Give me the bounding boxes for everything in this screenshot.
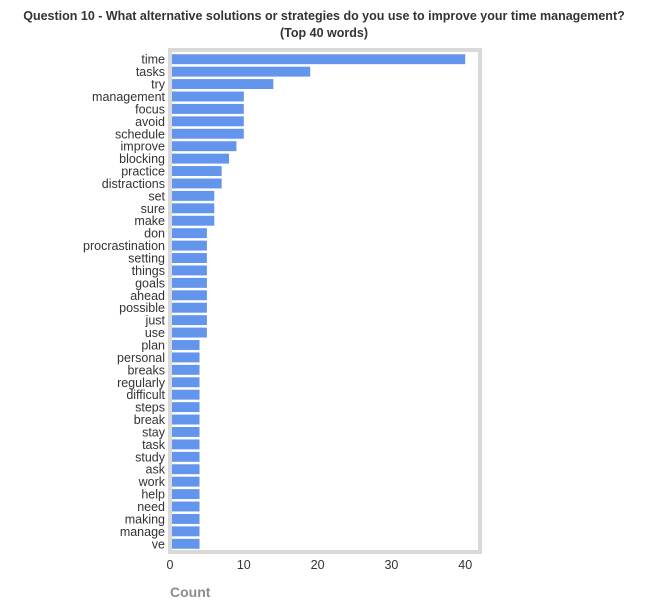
bar-manage [172,526,200,537]
category-label-study: study [135,450,166,464]
category-label-focus: focus [135,102,165,116]
category-label-help: help [141,488,165,502]
bar-need [172,501,200,512]
x-tick-label-30: 30 [384,558,398,572]
category-label-break: break [134,413,166,427]
category-label-improve: improve [121,140,166,154]
category-label-goals: goals [135,276,165,290]
bar-breaks [172,364,200,375]
category-label-practice: practice [121,165,165,179]
bar-possible [172,302,207,313]
category-label-steps: steps [135,401,165,415]
bar-regularly [172,377,200,388]
bars-group [172,54,466,549]
category-label-set: set [148,189,165,203]
category-label-task: task [142,438,166,452]
bar-just [172,315,207,326]
bar-ask [172,464,200,475]
category-label-difficult: difficult [126,388,165,402]
category-label-ask: ask [146,463,166,477]
bar-goals [172,277,207,288]
category-labels-group: timetaskstrymanagementfocusavoidschedule… [83,53,166,552]
bar-setting [172,253,207,263]
category-label-use: use [145,326,165,340]
bar-avoid [172,116,244,127]
bar-work [172,476,200,487]
x-tick-label-0: 0 [167,558,174,572]
category-label-sure: sure [141,202,165,216]
bar-task [172,439,200,450]
category-label-breaks: breaks [127,363,165,377]
category-label-ve: ve [152,537,165,551]
x-tick-labels-group: 0 10 20 30 40 [167,558,473,572]
category-label-procrastination: procrastination [83,239,165,253]
category-label-possible: possible [119,301,165,315]
bar-set [172,190,215,201]
bar-steps [172,402,200,413]
category-label-avoid: avoid [135,115,165,129]
category-label-try: try [151,78,166,92]
category-label-regularly: regularly [117,376,166,390]
bar-things [172,265,207,276]
category-label-don: don [144,227,165,241]
bar-study [172,451,200,462]
bar-difficult [172,389,200,400]
bar-try [172,79,274,90]
bar-help [172,489,200,500]
category-label-blocking: blocking [119,152,165,166]
bar-distractions [172,178,222,189]
bar-focus [172,103,244,114]
bar-sure [172,203,215,214]
bar-blocking [172,153,230,164]
bar-tasks [172,66,311,77]
category-label-management: management [92,90,165,104]
category-label-plan: plan [141,338,165,352]
bar-ve [172,538,200,549]
bar-making [172,513,200,524]
bar-procrastination [172,240,207,251]
bar-plan [172,340,200,350]
bar-make [172,215,215,226]
bar-management [172,91,244,102]
x-tick-label-10: 10 [237,558,251,572]
category-label-manage: manage [120,525,165,539]
category-label-time: time [141,53,165,67]
bar-personal [172,352,200,363]
category-label-distractions: distractions [102,177,165,191]
category-label-stay: stay [142,425,166,439]
category-label-just: just [145,314,166,328]
bar-don [172,228,207,239]
chart-title: Question 10 - What alternative solutions… [23,9,625,23]
category-label-making: making [125,512,165,526]
category-label-personal: personal [117,351,165,365]
x-tick-label-20: 20 [311,558,325,572]
chart-subtitle: (Top 40 words) [280,26,368,40]
category-label-setting: setting [128,252,165,266]
category-label-make: make [134,214,165,228]
category-label-work: work [138,475,166,489]
category-label-ahead: ahead [130,289,165,303]
category-label-things: things [132,264,165,278]
category-label-need: need [137,500,165,514]
bar-ahead [172,290,207,301]
bar-use [172,327,207,338]
category-label-schedule: schedule [115,127,165,141]
x-tick-label-40: 40 [458,558,472,572]
bar-stay [172,426,200,437]
category-label-tasks: tasks [136,65,165,79]
bar-break [172,414,200,425]
plot-frame [168,48,482,554]
bar-improve [172,141,237,152]
x-axis-label: Count [170,584,211,600]
bar-schedule [172,128,244,139]
bar-time [172,54,466,65]
bar-practice [172,166,222,177]
